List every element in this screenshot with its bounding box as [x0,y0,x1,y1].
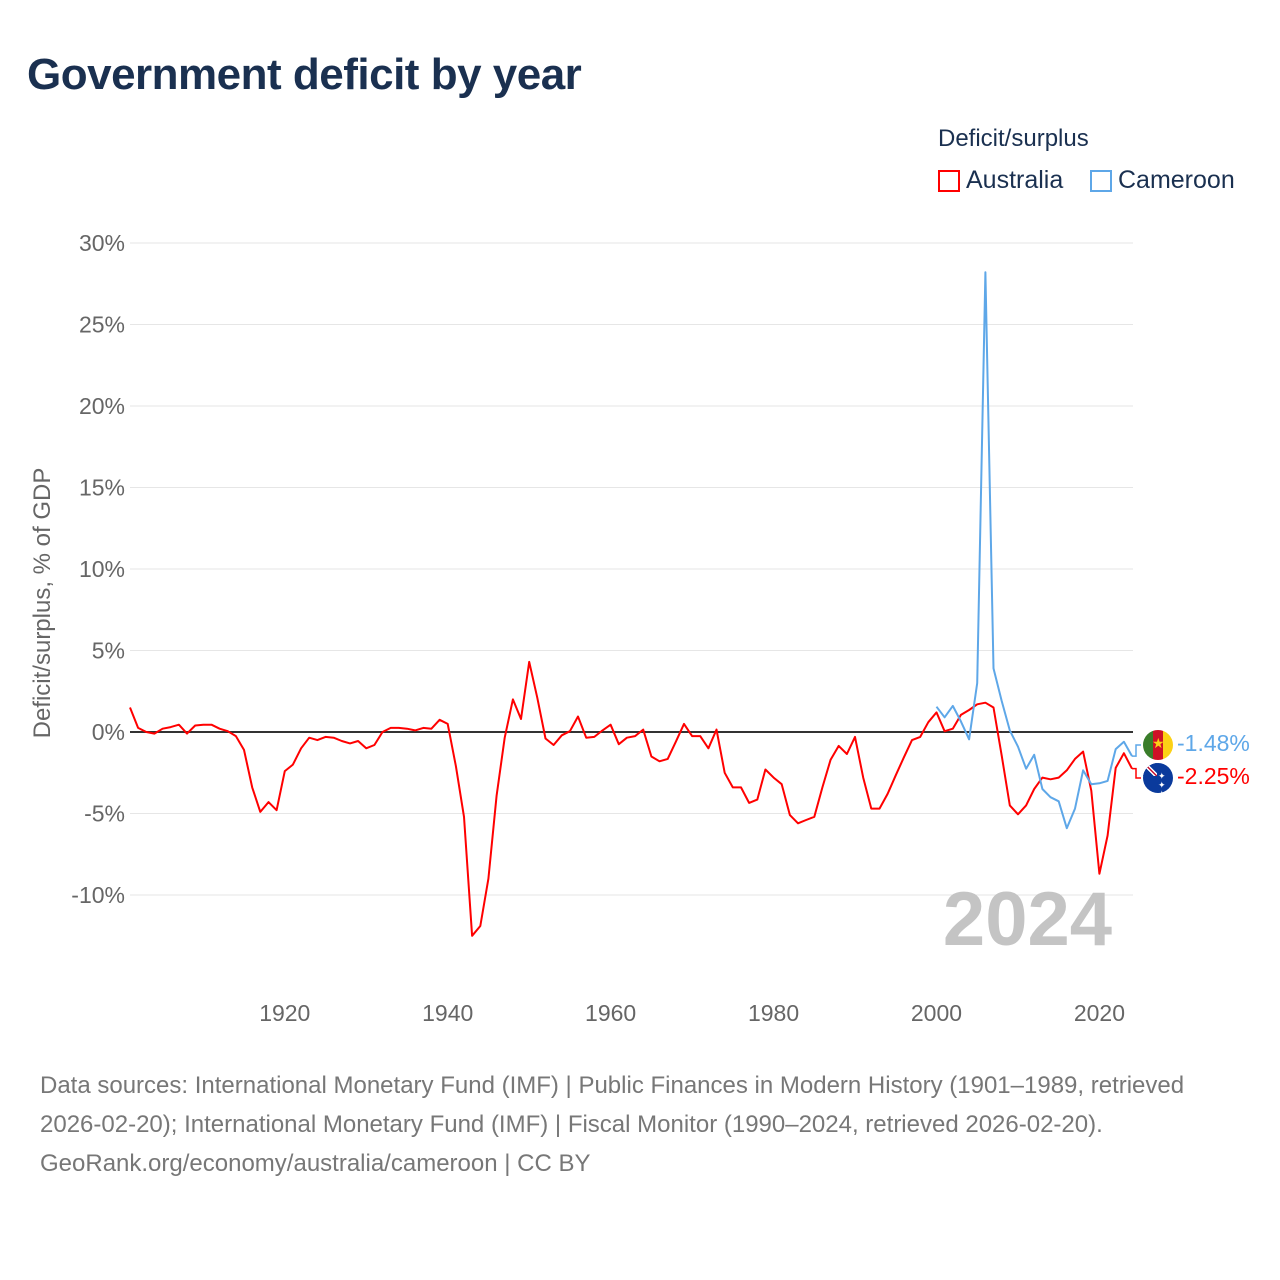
chart-title: Government deficit by year [27,50,582,99]
label-connector [1132,767,1141,779]
y-tick-label: 5% [92,638,125,664]
y-tick-label: 30% [79,230,125,256]
x-tick-label: 1920 [259,1000,310,1026]
legend-swatch-australia [938,169,960,192]
series-line-australia [129,660,1133,937]
stars-icon: ✦ ✦✦ ✦ [1158,771,1166,794]
x-tick-label: 1980 [748,1000,799,1026]
x-tick-label: 1940 [422,1000,473,1026]
data-sources: Data sources: International Monetary Fun… [40,1072,1185,1138]
x-tick-label: 2000 [911,1000,962,1026]
legend-title: Deficit/surplus [938,125,1089,152]
legend-label: Australia [966,166,1064,194]
y-tick-label: -10% [71,882,125,908]
cameroon-value-label: -1.48% [1177,730,1250,756]
australia-value-label: -2.25% [1177,763,1250,789]
year-watermark: 2024 [943,877,1112,962]
union-jack-icon [1143,763,1157,776]
y-tick-label: 0% [92,719,125,745]
australia-flag-icon: ✦ ✦✦ ✦ [1143,763,1173,793]
y-tick-label: 10% [79,556,125,582]
legend-label: Cameroon [1118,166,1235,194]
legend-item-cameroon[interactable]: Cameroon [1090,166,1235,195]
y-tick-label: 15% [79,475,125,501]
line-chart: 30% 25% 20% 15% 10% 5% 0% -5% -10% 1920 1940 1960 19… [29,230,1141,1026]
x-tick-label: 1960 [585,1000,636,1026]
y-axis-label: Deficit/surplus, % of GDP [29,468,56,739]
y-tick-label: 25% [79,312,125,338]
series-line-cameroon [935,271,1133,830]
footer: Data sources: International Monetary Fun… [40,1066,1240,1183]
y-tick-label: 20% [79,393,125,419]
source-link[interactable]: GeoRank.org/economy/australia/cameroon |… [40,1150,591,1177]
legend-swatch-cameroon [1090,169,1112,192]
star-icon: ★ [1152,735,1165,751]
cameroon-flag-icon: ★ [1143,730,1173,760]
label-connector [1132,744,1141,757]
x-tick-label: 2020 [1074,1000,1125,1026]
legend-item-australia[interactable]: Australia [938,166,1063,195]
y-tick-label: -5% [84,801,125,827]
